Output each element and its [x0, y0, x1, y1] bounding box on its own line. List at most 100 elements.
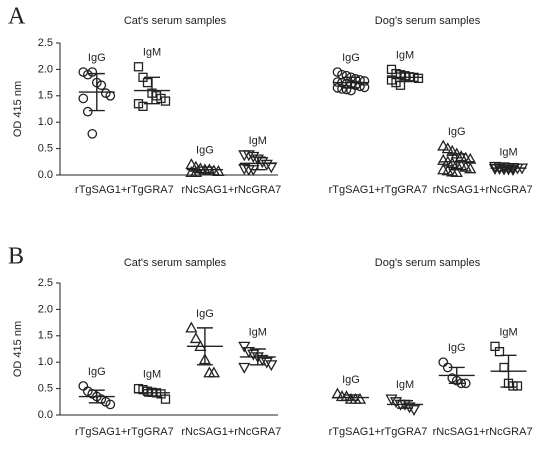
data-point — [265, 360, 278, 372]
y-tick-label: 1.5 — [38, 330, 53, 342]
data-point — [238, 362, 251, 374]
data-point — [185, 321, 198, 333]
data-point — [494, 346, 505, 357]
data-point — [247, 349, 260, 361]
data-point — [332, 83, 343, 93]
data-point — [441, 142, 454, 154]
data-point — [413, 73, 424, 84]
panel-title: Cat's serum samples — [124, 15, 227, 27]
group-label: IgG — [448, 342, 466, 354]
data-point — [238, 341, 251, 353]
data-point — [385, 394, 398, 406]
x-tick-label: rTgSAG1+rTgGRA7 — [329, 184, 428, 196]
data-point — [189, 332, 203, 344]
data-point — [160, 96, 171, 106]
data-point — [341, 84, 352, 95]
error-bar — [500, 165, 517, 171]
data-point — [238, 164, 251, 176]
data-point — [251, 154, 264, 166]
data-point — [87, 128, 98, 139]
panel-title: Dog's serum samples — [375, 257, 481, 269]
error-bar — [343, 76, 359, 89]
data-point — [256, 354, 269, 366]
error-bar — [196, 166, 213, 174]
group-label: IgM — [499, 326, 517, 338]
data-point — [256, 157, 269, 169]
y-tick-label: 0.5 — [38, 143, 53, 155]
data-point — [260, 357, 273, 369]
group-label: IgM — [499, 146, 517, 158]
error-bar — [343, 394, 359, 401]
y-tick-label: 1.0 — [38, 116, 53, 128]
panel-title: Cat's serum samples — [124, 257, 227, 269]
group-label: IgM — [143, 47, 161, 59]
data-point — [450, 166, 463, 178]
group-label: IgM — [396, 49, 414, 61]
x-tick-label: rNcSAG1+rNcGRA7 — [433, 426, 533, 438]
group-label: IgG — [196, 308, 214, 320]
data-point — [138, 101, 148, 112]
data-point — [499, 362, 509, 373]
group-label: IgG — [342, 374, 360, 386]
group-label: IgG — [88, 52, 106, 64]
data-point — [207, 366, 221, 378]
data-point — [337, 84, 347, 94]
y-tick-label: 2.0 — [38, 63, 53, 75]
data-point — [82, 106, 93, 117]
y-tick-label: 1.5 — [38, 90, 53, 102]
y-tick-label: 2.0 — [38, 303, 53, 315]
group-label: IgM — [143, 369, 161, 381]
x-tick-label: rTgSAG1+rTgGRA7 — [75, 426, 174, 438]
error-bar — [196, 327, 213, 366]
y-tick-label: 0.0 — [38, 409, 53, 421]
error-bar — [500, 354, 517, 388]
error-bar — [144, 388, 160, 397]
panel-label: A — [8, 4, 26, 30]
data-point — [160, 394, 171, 404]
error-bar — [448, 153, 465, 171]
data-point — [446, 144, 459, 156]
data-point — [242, 346, 255, 358]
data-point — [105, 399, 116, 410]
y-axis-label: OD 415 nm — [12, 321, 24, 377]
error-bar — [88, 389, 105, 404]
y-tick-label: 0.0 — [38, 169, 53, 181]
data-point — [437, 139, 450, 151]
data-point — [133, 62, 144, 72]
group-label: IgG — [342, 52, 360, 64]
y-tick-label: 2.5 — [38, 37, 53, 49]
x-tick-label: rNcSAG1+rNcGRA7 — [181, 426, 281, 438]
group-label: IgM — [396, 379, 414, 391]
panel-label: B — [8, 244, 24, 270]
data-point — [87, 67, 98, 77]
x-tick-label: rNcSAG1+rNcGRA7 — [433, 184, 533, 196]
y-tick-label: 2.5 — [38, 277, 53, 289]
data-point — [260, 159, 273, 171]
group-label: IgM — [249, 135, 267, 147]
panel-title: Dog's serum samples — [375, 15, 481, 27]
error-bar — [397, 400, 413, 409]
data-point — [464, 162, 477, 174]
error-bar — [249, 348, 266, 366]
x-tick-label: rTgSAG1+rTgGRA7 — [75, 184, 174, 196]
y-tick-label: 1.0 — [38, 356, 53, 368]
error-bar — [448, 366, 465, 385]
group-label: IgG — [196, 144, 214, 156]
error-bar — [144, 76, 160, 105]
data-point — [78, 381, 89, 391]
data-point — [407, 405, 421, 417]
y-axis-label: OD 415 nm — [12, 81, 24, 137]
group-label: IgM — [249, 326, 267, 338]
y-tick-label: 0.5 — [38, 383, 53, 395]
error-bar — [249, 156, 266, 171]
group-label: IgG — [448, 126, 466, 138]
group-label: IgG — [88, 366, 106, 378]
data-point — [512, 381, 523, 391]
data-point — [389, 397, 403, 409]
x-tick-label: rNcSAG1+rNcGRA7 — [181, 184, 281, 196]
data-point — [78, 93, 89, 104]
error-bar — [88, 72, 105, 112]
x-tick-label: rTgSAG1+rTgGRA7 — [329, 426, 428, 438]
data-point — [242, 150, 255, 162]
